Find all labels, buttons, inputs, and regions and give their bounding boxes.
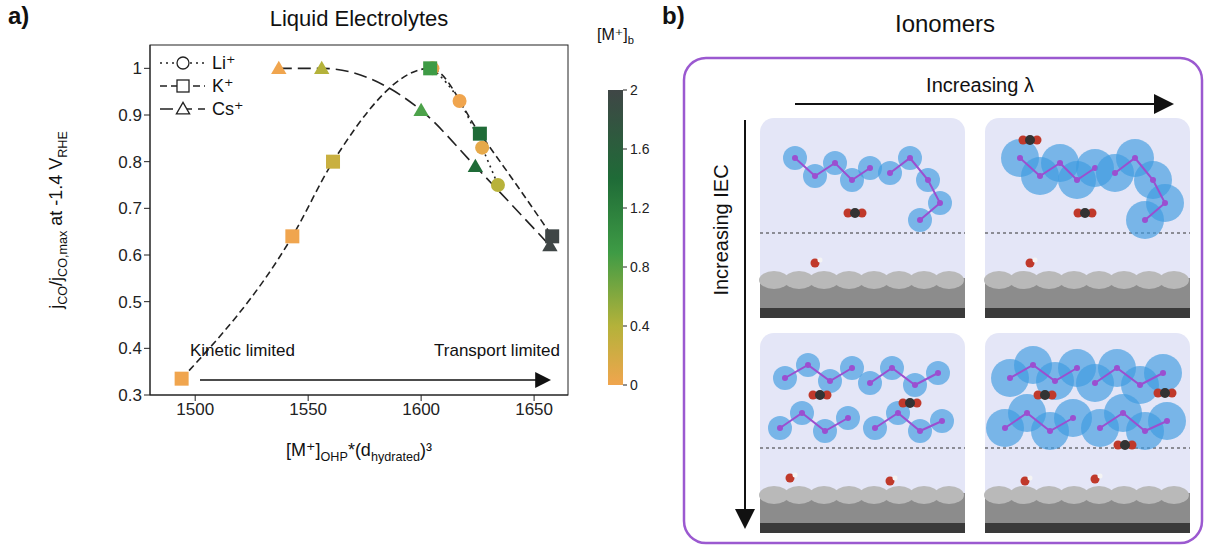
svg-text:0.5: 0.5	[118, 293, 142, 312]
svg-text:K⁺: K⁺	[212, 76, 234, 96]
svg-text:0.4: 0.4	[118, 339, 142, 358]
svg-text:1500: 1500	[176, 400, 214, 419]
svg-text:1550: 1550	[289, 400, 327, 419]
svg-text:Increasing λ: Increasing λ	[926, 74, 1034, 96]
svg-text:0.7: 0.7	[118, 199, 142, 218]
svg-text:1.6: 1.6	[630, 141, 650, 157]
svg-text:Transport limited: Transport limited	[434, 341, 560, 360]
svg-text:0.3: 0.3	[118, 386, 142, 405]
svg-text:0: 0	[630, 377, 638, 393]
svg-text:2: 2	[630, 82, 638, 98]
svg-text:0.9: 0.9	[118, 106, 142, 125]
svg-text:Ionomers: Ionomers	[895, 10, 995, 37]
svg-text:1600: 1600	[402, 400, 440, 419]
svg-text:Kinetic limited: Kinetic limited	[190, 341, 295, 360]
svg-text:1.2: 1.2	[630, 200, 650, 216]
svg-text:[M⁺]OHP*(dhydrated)³: [M⁺]OHP*(dhydrated)³	[286, 440, 432, 464]
svg-text:Li⁺: Li⁺	[212, 53, 236, 73]
svg-text:0.4: 0.4	[630, 318, 650, 334]
svg-text:0.8: 0.8	[630, 259, 650, 275]
svg-text:0.6: 0.6	[118, 246, 142, 265]
svg-text:jCO/jCO,max at -1.4 VRHE: jCO/jCO,max at -1.4 VRHE	[46, 131, 70, 310]
svg-text:Liquid Electrolytes: Liquid Electrolytes	[270, 6, 449, 31]
svg-text:0.8: 0.8	[118, 153, 142, 172]
svg-text:Cs⁺: Cs⁺	[212, 99, 244, 119]
svg-text:b): b)	[662, 2, 685, 29]
svg-text:1: 1	[133, 59, 142, 78]
svg-text:a): a)	[8, 2, 29, 29]
svg-text:Increasing IEC: Increasing IEC	[710, 164, 732, 295]
svg-text:[M⁺]b: [M⁺]b	[597, 26, 634, 46]
svg-text:1650: 1650	[515, 400, 553, 419]
